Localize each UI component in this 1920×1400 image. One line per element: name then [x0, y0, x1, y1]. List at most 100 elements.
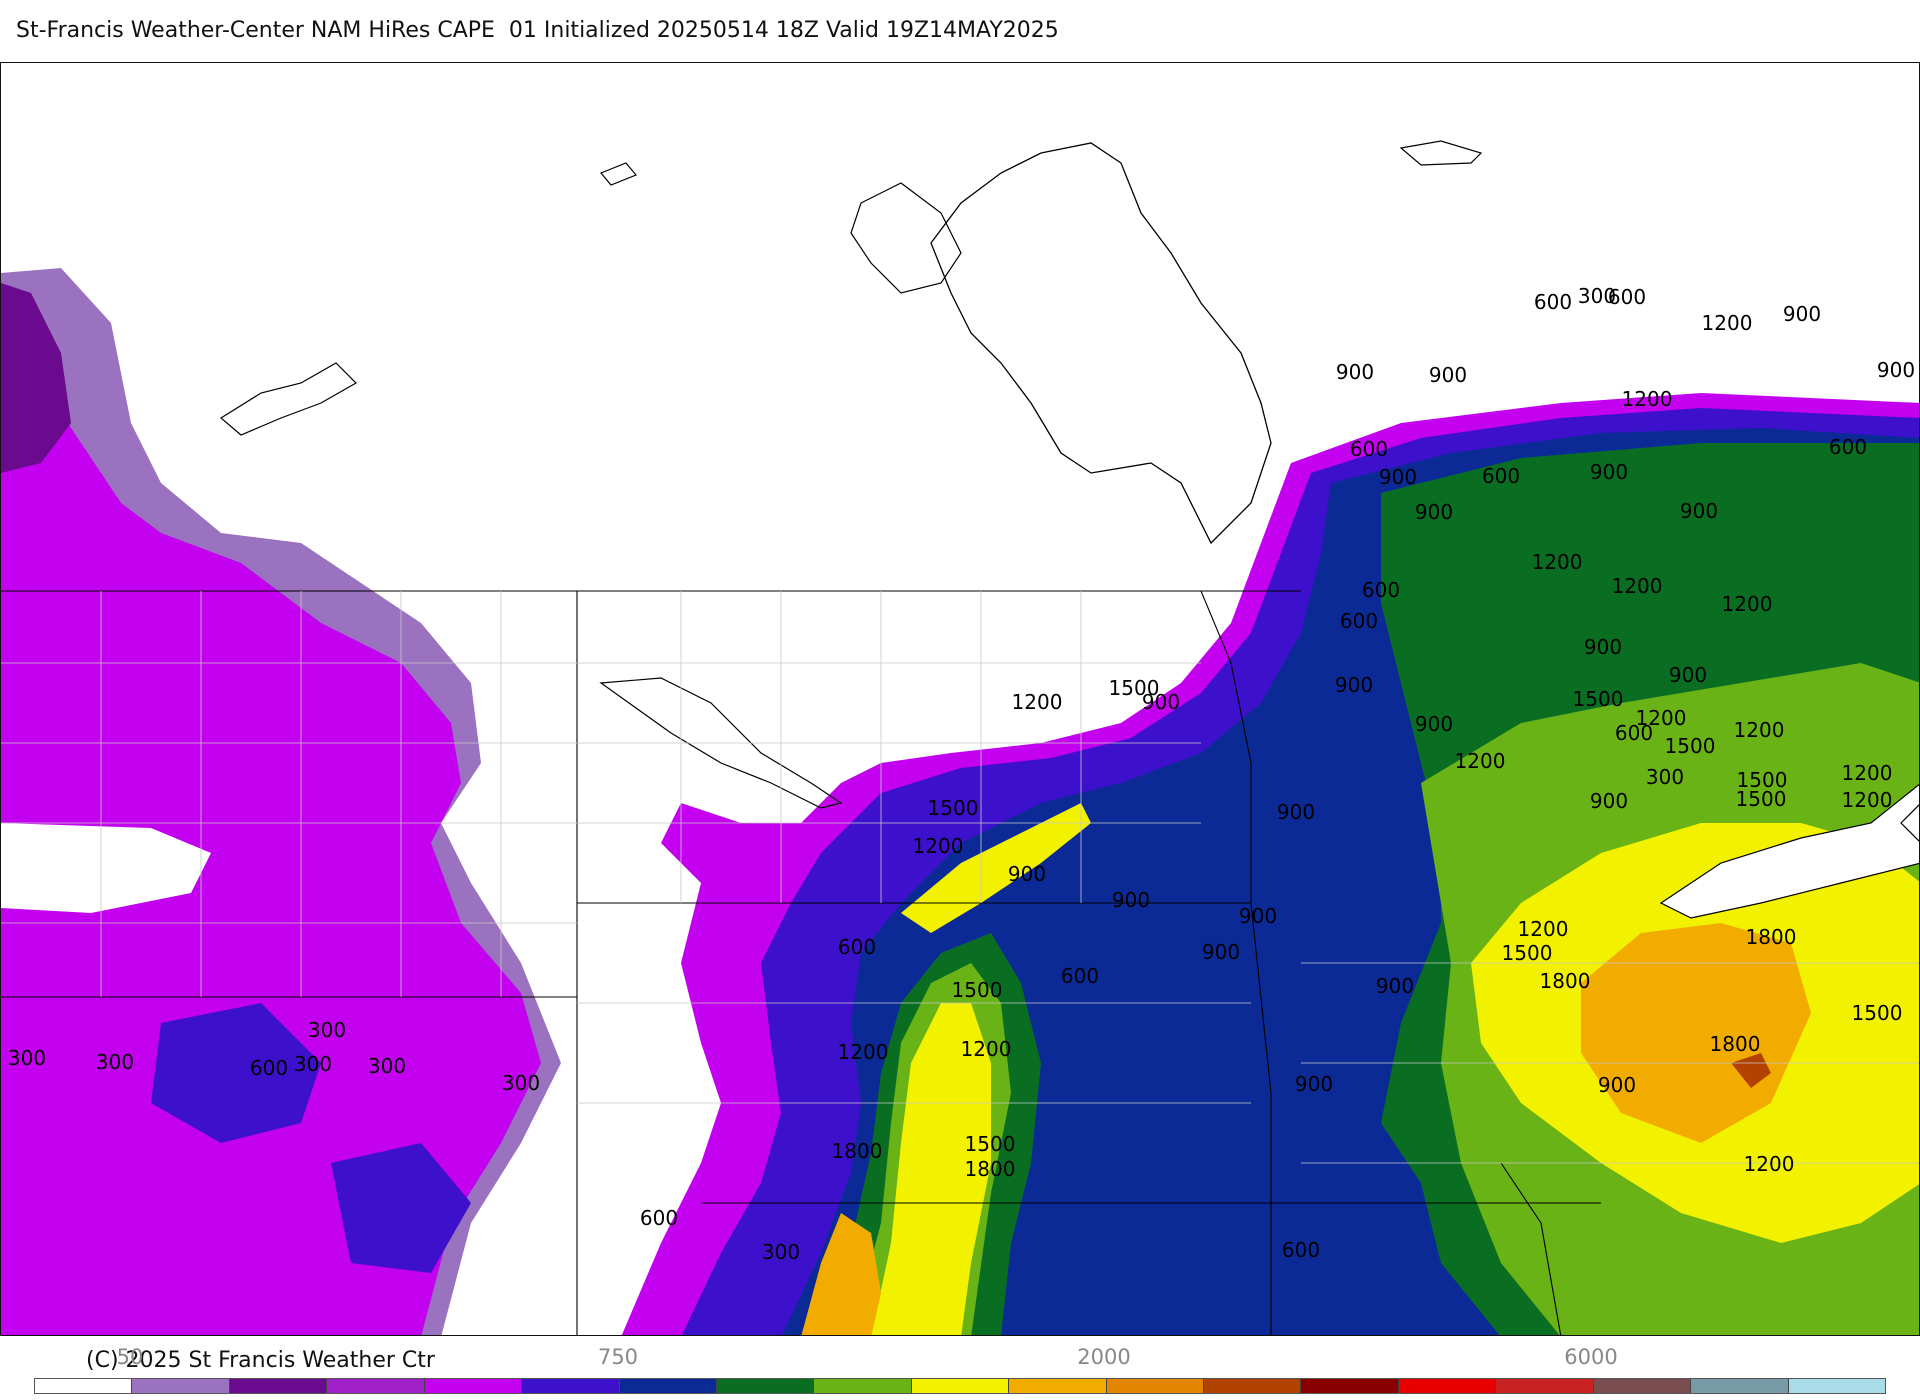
contour-label: 300: [502, 1071, 540, 1095]
contour-label: 1200: [913, 834, 964, 858]
contour-label: 1200: [1744, 1152, 1795, 1176]
contour-label: 300: [294, 1052, 332, 1076]
copyright-notice: (C) 2025 St Francis Weather Ctr: [86, 1348, 435, 1373]
colorbar-swatch: [619, 1379, 717, 1393]
colorbar-swatch: [1593, 1379, 1692, 1393]
contour-label: 1500: [928, 796, 979, 820]
county-lines: [1, 591, 1919, 1164]
contour-label: 900: [1783, 302, 1821, 326]
contour-label: 900: [1336, 360, 1374, 384]
contour-label: 600: [1340, 609, 1378, 633]
cape-region-east-2100-b: [801, 1213, 881, 1335]
contour-label: 900: [1590, 789, 1628, 813]
contour-label: 900: [1379, 465, 1417, 489]
colorbar-swatch: [424, 1379, 523, 1393]
cape-hole-west: [1, 823, 211, 913]
cape-region-east-1800-b: [871, 1003, 991, 1335]
cape-map: 300 300 300 300 300 300 300 300 300 600 600 600 600 6…: [0, 62, 1920, 1336]
contour-label: 900: [1584, 635, 1622, 659]
cape-northeast-band: [1761, 693, 1891, 793]
cape-region-north-band: [901, 803, 1091, 933]
colorbar-swatch: [1788, 1379, 1886, 1393]
contour-label: 1200: [1702, 311, 1753, 335]
colorbar-swatch: [1301, 1379, 1399, 1393]
coastline-north-2: [1399, 140, 1483, 166]
contour-label: 1200: [961, 1037, 1012, 1061]
colorbar-swatch: [327, 1379, 425, 1393]
contour-label: 1500: [1736, 787, 1787, 811]
contour-label: 900: [1239, 904, 1277, 928]
contour-label: 900: [1415, 500, 1453, 524]
contour-label: 1200: [1842, 761, 1893, 785]
contour-label: 1500: [965, 1132, 1016, 1156]
contour-label: 300: [762, 1240, 800, 1264]
colorbar-swatch: [229, 1379, 328, 1393]
contour-label: 1800: [1746, 925, 1797, 949]
lake-superior: [1659, 783, 1919, 919]
contour-label: 600: [250, 1056, 288, 1080]
lake-athabasca: [599, 677, 843, 809]
contour-label: 900: [1335, 673, 1373, 697]
hudson-bay-coastline: [930, 142, 1272, 545]
contour-label: 1500: [1573, 687, 1624, 711]
contour-label: 300: [8, 1046, 46, 1070]
contour-label: 900: [1295, 1072, 1333, 1096]
colorbar-tick: 2000: [1077, 1345, 1131, 1369]
contour-label: 1800: [1540, 969, 1591, 993]
contour-label: 600: [1282, 1238, 1320, 1262]
contour-label: 900: [1598, 1073, 1636, 1097]
contour-label: 900: [1680, 499, 1718, 523]
contour-label: 300: [96, 1050, 134, 1074]
contour-label: 1800: [965, 1157, 1016, 1181]
contour-label: 300: [1578, 284, 1616, 308]
coastline-north-1: [850, 182, 962, 294]
contour-label: 1200: [1012, 690, 1063, 714]
contour-label: 1200: [1734, 718, 1785, 742]
contour-label: 1500: [1665, 734, 1716, 758]
colorbar-swatch: [1204, 1379, 1302, 1393]
contour-label: 600: [1350, 437, 1388, 461]
lake-winnipeg: [219, 362, 357, 436]
colorbar-tick: 50: [116, 1345, 144, 1369]
contour-label: 600: [1829, 435, 1867, 459]
contour-label: 1500: [1109, 676, 1160, 700]
contour-label: 600: [1534, 290, 1572, 314]
contour-label: 600: [1615, 721, 1653, 745]
cape-region-west: [1, 383, 541, 1335]
coastline-north-3: [600, 162, 637, 186]
colorbar-swatch: [1691, 1379, 1789, 1393]
contour-label: 1200: [838, 1040, 889, 1064]
contour-label: 300: [308, 1018, 346, 1042]
map-title: St-Francis Weather-Center NAM HiRes CAPE…: [16, 18, 1059, 43]
colorbar-swatch: [911, 1379, 1010, 1393]
contour-label: 1200: [1532, 550, 1583, 574]
colorbar-swatch: [1009, 1379, 1107, 1393]
cape-region-east-2100: [1581, 923, 1811, 1143]
contour-label: 900: [1590, 460, 1628, 484]
contour-label: 1800: [832, 1139, 883, 1163]
contour-label: 600: [640, 1206, 678, 1230]
contour-label: 1200: [1622, 387, 1673, 411]
colorbar-tick-labels: 50 750 2000 6000: [0, 1345, 1920, 1375]
contour-label: 1200: [1842, 788, 1893, 812]
contour-label: 600: [1061, 964, 1099, 988]
contour-label: 1200: [1612, 574, 1663, 598]
contour-label: 300: [1646, 765, 1684, 789]
cape-region-west-dark: [1, 283, 71, 473]
colorbar-tick: 750: [597, 1345, 639, 1369]
cape-region-west-blue: [151, 1003, 321, 1143]
contour-label: 900: [1202, 940, 1240, 964]
colorbar-swatch: [132, 1379, 230, 1393]
contour-label: 1200: [1722, 592, 1773, 616]
contour-label: 600: [1362, 578, 1400, 602]
contour-label: 900: [1376, 974, 1414, 998]
contour-label: 1500: [952, 978, 1003, 1002]
colorbar-tick: 6000: [1564, 1345, 1618, 1369]
colorbar-swatch: [1496, 1379, 1594, 1393]
cape-peak: [1731, 1053, 1771, 1088]
colorbar-swatch: [814, 1379, 912, 1393]
contour-label: 1500: [1852, 1001, 1903, 1025]
contour-label: 1800: [1710, 1032, 1761, 1056]
colorbar-swatch: [35, 1379, 133, 1393]
contour-label: 900: [1429, 363, 1467, 387]
